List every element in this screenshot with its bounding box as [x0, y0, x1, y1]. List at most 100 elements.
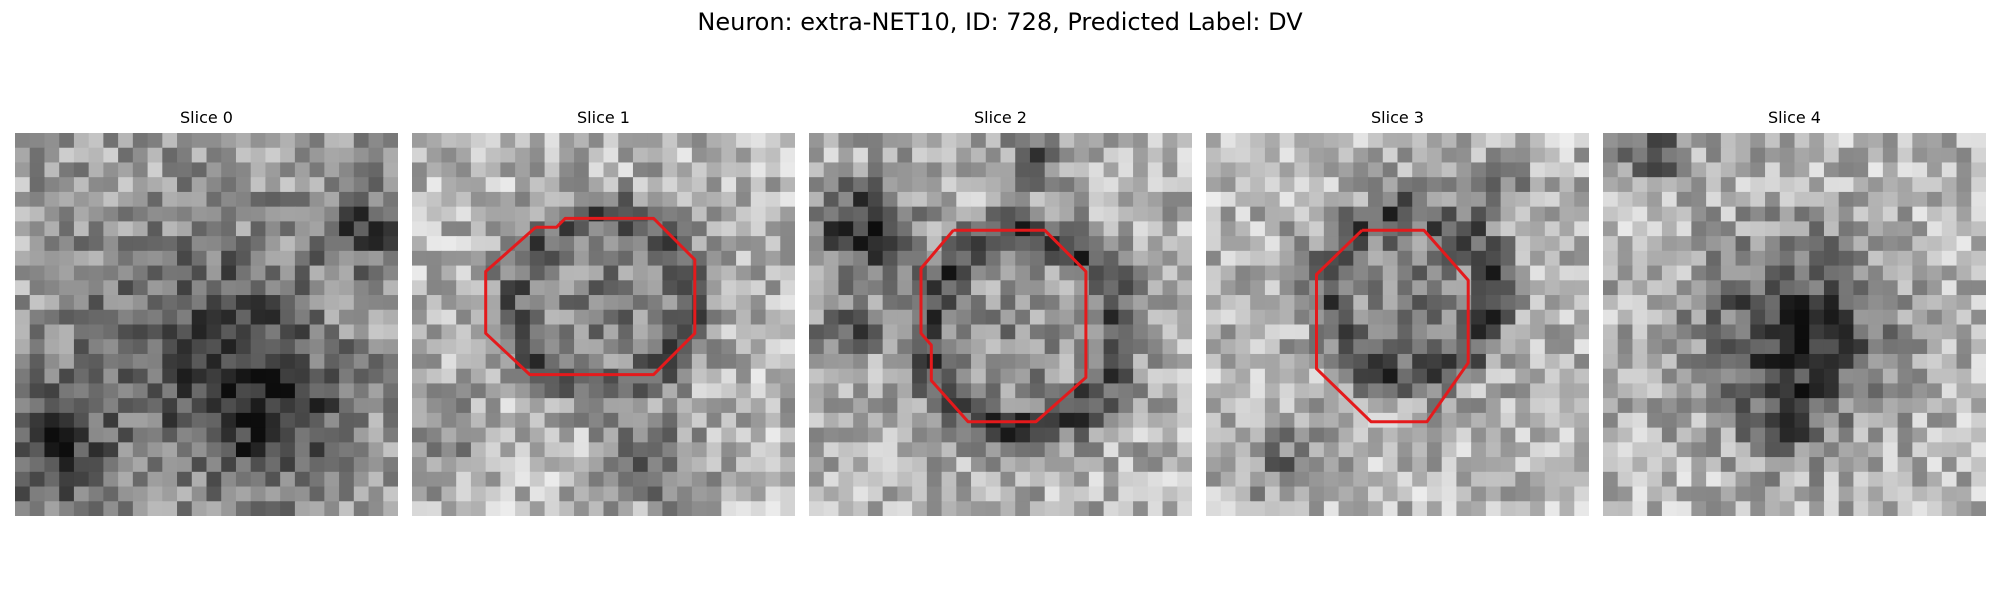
image-pixel: [206, 486, 222, 502]
image-pixel: [1382, 383, 1399, 399]
image-pixel: [280, 398, 296, 414]
image-pixel: [838, 221, 854, 237]
image-pixel: [867, 398, 884, 414]
image-pixel: [1133, 206, 1149, 222]
image-pixel: [118, 398, 134, 414]
image-pixel: [1220, 442, 1237, 458]
image-pixel: [1133, 427, 1149, 443]
image-pixel: [1574, 501, 1589, 516]
image-pixel: [456, 412, 472, 429]
image-pixel: [294, 457, 311, 473]
image-pixel: [1794, 471, 1810, 488]
image-pixel: [412, 295, 428, 311]
image-pixel: [1544, 191, 1561, 208]
image-pixel: [1088, 236, 1105, 252]
image-pixel: [912, 427, 928, 443]
image-pixel: [809, 353, 825, 370]
image-pixel: [1853, 471, 1869, 488]
image-pixel: [294, 471, 311, 488]
image-pixel: [1353, 162, 1369, 178]
image-pixel: [941, 398, 957, 414]
image-pixel: [118, 250, 134, 267]
image-pixel: [1382, 295, 1399, 311]
image-pixel: [191, 133, 208, 149]
image-pixel: [235, 133, 252, 149]
image-pixel: [1927, 368, 1943, 385]
image-pixel: [412, 339, 428, 355]
image-pixel: [603, 486, 619, 502]
image-pixel: [588, 147, 605, 164]
image-pixel: [1515, 471, 1531, 488]
image-pixel: [574, 427, 590, 443]
image-pixel: [1074, 427, 1090, 443]
image-pixel: [1264, 471, 1281, 488]
image-pixel: [867, 471, 884, 488]
image-pixel: [1735, 398, 1751, 414]
image-pixel: [1823, 457, 1840, 473]
image-pixel: [1279, 191, 1295, 208]
image-pixel: [1971, 368, 1986, 385]
image-pixel: [721, 501, 737, 516]
image-pixel: [1368, 177, 1384, 193]
image-pixel: [1294, 147, 1310, 164]
image-pixel: [1147, 427, 1164, 443]
image-pixel: [1338, 353, 1354, 370]
image-pixel: [1691, 191, 1707, 208]
image-pixel: [470, 353, 487, 370]
image-pixel: [470, 324, 487, 340]
image-pixel: [912, 471, 928, 488]
image-pixel: [103, 324, 119, 340]
image-pixel: [1103, 280, 1119, 296]
image-pixel: [412, 191, 428, 208]
image-pixel: [677, 368, 693, 385]
image-pixel: [867, 486, 884, 502]
image-pixel: [1603, 265, 1619, 281]
image-pixel: [838, 324, 854, 340]
image-pixel: [1838, 206, 1855, 222]
image-pixel: [88, 501, 104, 516]
image-pixel: [118, 191, 134, 208]
image-pixel: [1500, 221, 1516, 237]
image-pixel: [132, 339, 149, 355]
image-pixel: [926, 147, 943, 164]
image-pixel: [1544, 471, 1561, 488]
image-pixel: [1735, 457, 1751, 473]
image-pixel: [206, 442, 222, 458]
image-pixel: [1559, 309, 1575, 326]
image-pixel: [1809, 221, 1825, 237]
image-pixel: [853, 471, 869, 488]
image-pixel: [662, 280, 678, 296]
image-pixel: [1676, 236, 1692, 252]
image-pixel: [882, 191, 898, 208]
image-pixel: [88, 221, 104, 237]
image-pixel: [632, 427, 649, 443]
image-pixel: [221, 265, 237, 281]
image-pixel: [29, 339, 46, 355]
image-pixel: [603, 162, 619, 178]
image-pixel: [1059, 427, 1075, 443]
image-pixel: [1530, 221, 1546, 237]
image-pixel: [1000, 442, 1016, 458]
image-pixel: [368, 177, 384, 193]
image-pixel: [324, 324, 340, 340]
image-pixel: [632, 280, 649, 296]
image-pixel: [1617, 442, 1634, 458]
image-pixel: [1015, 133, 1031, 149]
image-pixel: [206, 339, 222, 355]
image-pixel: [618, 442, 634, 458]
image-pixel: [1779, 162, 1796, 178]
image-pixel: [73, 295, 90, 311]
image-pixel: [1220, 162, 1237, 178]
image-pixel: [485, 412, 501, 429]
image-pixel: [1515, 368, 1531, 385]
image-pixel: [912, 236, 928, 252]
image-pixel: [441, 133, 457, 149]
image-pixel: [88, 471, 104, 488]
image-pixel: [368, 221, 384, 237]
image-pixel: [59, 133, 75, 149]
image-pixel: [1779, 309, 1796, 326]
image-pixel: [721, 309, 737, 326]
image-pixel: [515, 295, 531, 311]
image-pixel: [1250, 442, 1266, 458]
image-pixel: [1794, 236, 1810, 252]
